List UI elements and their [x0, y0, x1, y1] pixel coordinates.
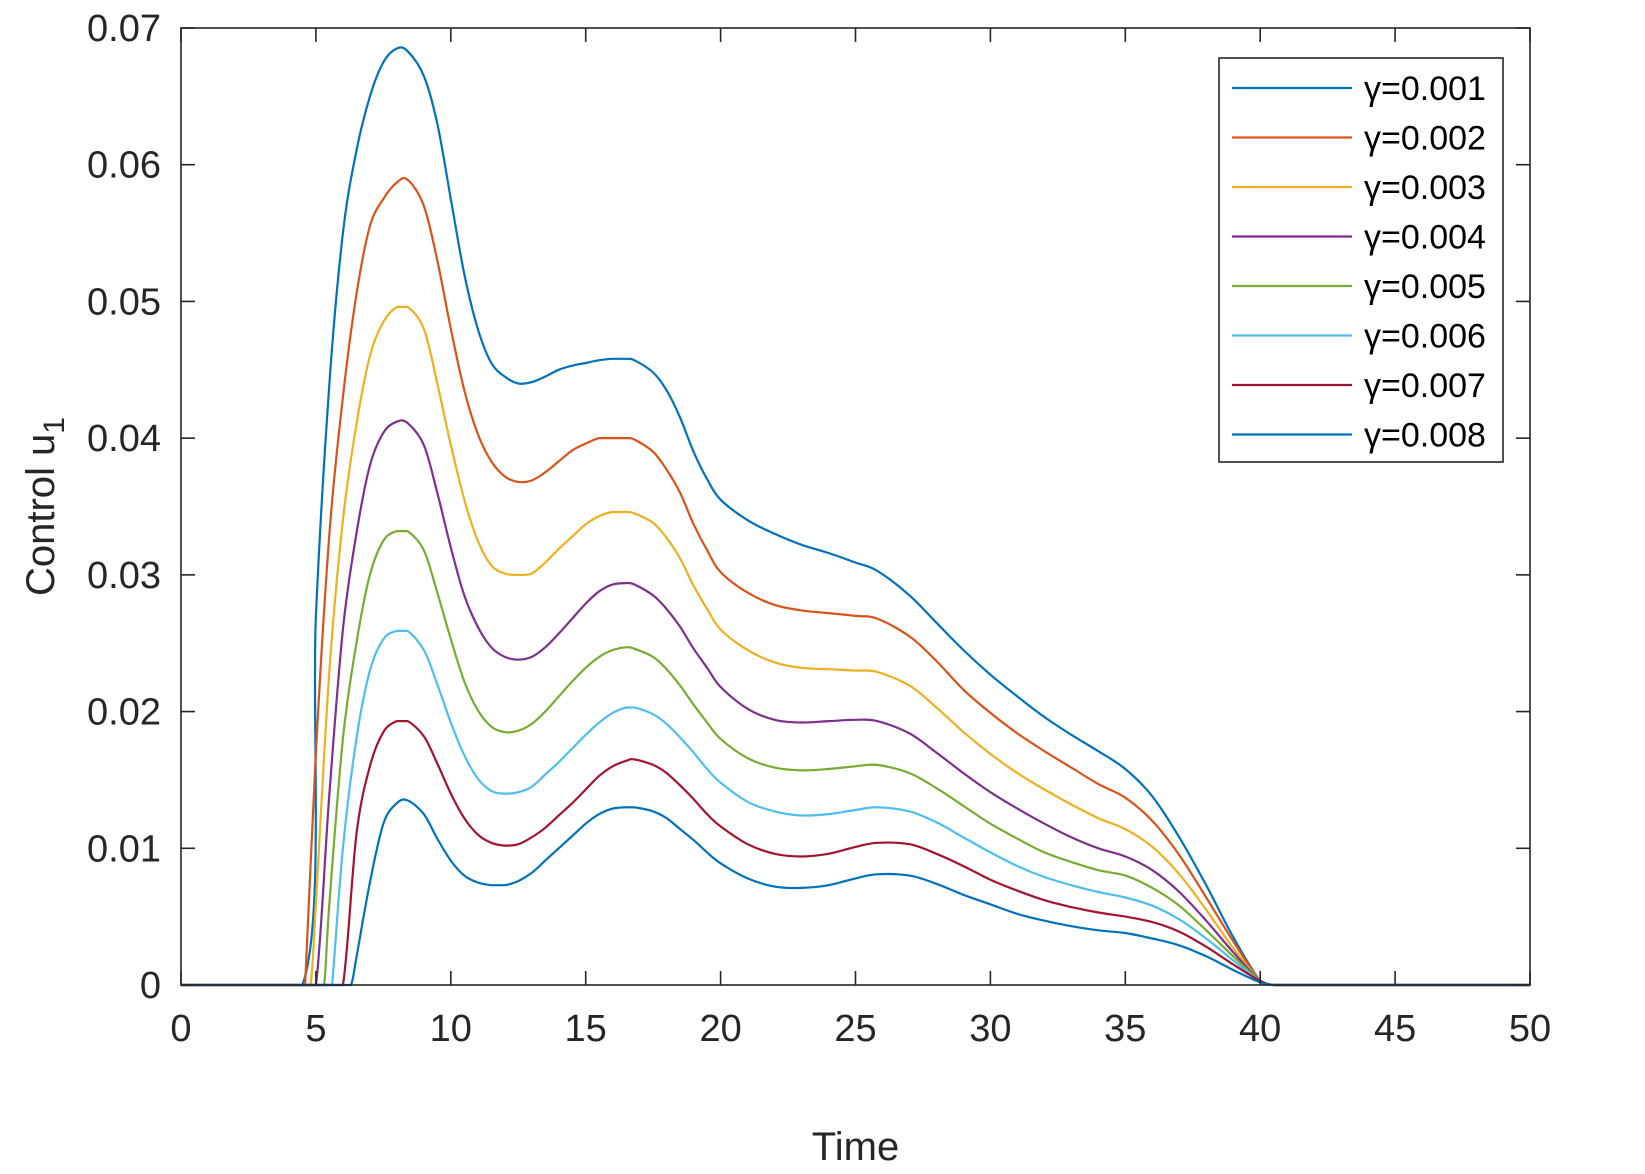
y-tick-label: 0	[140, 965, 161, 1007]
legend-label: γ=0.007	[1364, 367, 1486, 405]
y-tick-label: 0.02	[87, 692, 161, 734]
y-tick-label: 0.05	[87, 281, 161, 323]
x-tick-label: 40	[1239, 1008, 1281, 1050]
y-tick-label: 0.01	[87, 828, 161, 870]
x-tick-label: 0	[170, 1008, 191, 1050]
y-axis-label-subscript: 1	[38, 417, 71, 434]
legend-label: γ=0.008	[1364, 417, 1486, 455]
x-tick-label: 45	[1374, 1008, 1416, 1050]
legend-label: γ=0.003	[1364, 169, 1486, 207]
x-tick-label: 50	[1509, 1008, 1551, 1050]
x-tick-label: 25	[834, 1008, 876, 1050]
y-axis-label-main: Control u	[19, 434, 63, 596]
legend: γ=0.001 γ=0.002 γ=0.003 γ=0.004 γ=0.005 γ=0.0…	[1219, 58, 1503, 462]
x-tick-label: 35	[1104, 1008, 1146, 1050]
y-tick-label: 0.04	[87, 418, 161, 460]
legend-label: γ=0.005	[1364, 268, 1486, 306]
legend-label: γ=0.001	[1364, 70, 1486, 108]
x-tick-label: 5	[305, 1008, 326, 1050]
legend-label: γ=0.004	[1364, 219, 1486, 257]
legend-label: γ=0.006	[1364, 318, 1486, 356]
x-tick-label: 10	[430, 1008, 472, 1050]
y-tick-label: 0.07	[87, 8, 161, 50]
x-tick-label: 30	[969, 1008, 1011, 1050]
y-tick-label: 0.06	[87, 145, 161, 187]
x-axis-label: Time	[812, 1125, 899, 1169]
x-tick-label: 20	[699, 1008, 741, 1050]
legend-label: γ=0.002	[1364, 120, 1486, 158]
x-tick-label: 15	[565, 1008, 607, 1050]
y-tick-label: 0.03	[87, 555, 161, 597]
